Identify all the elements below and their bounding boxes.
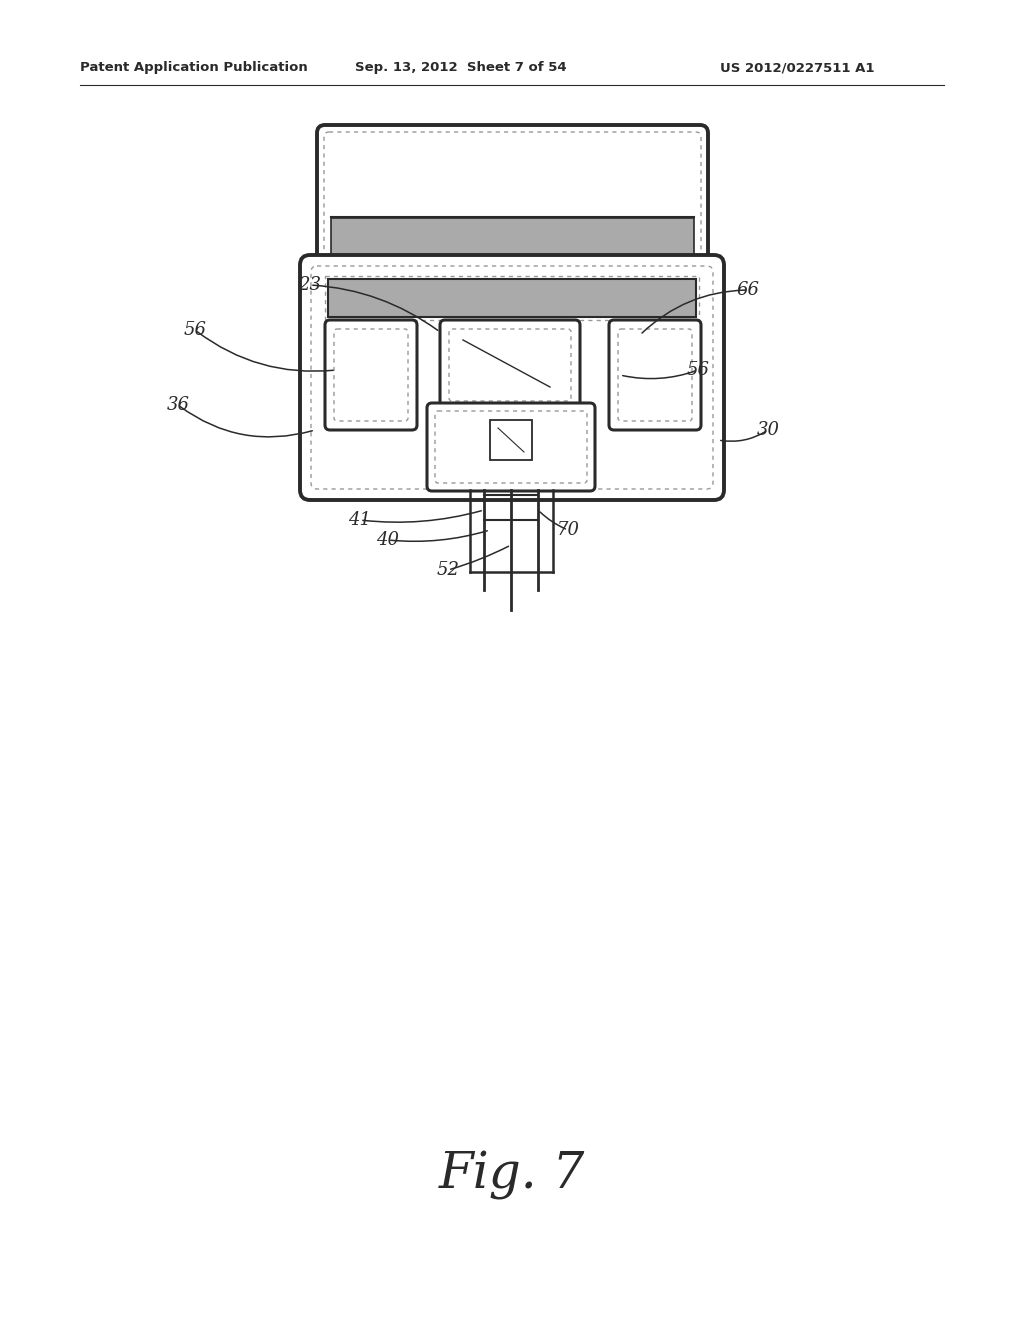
Text: 56: 56 — [686, 360, 710, 379]
Text: Fig. 7: Fig. 7 — [439, 1150, 585, 1200]
Bar — [325, 276, 699, 319]
FancyBboxPatch shape — [325, 319, 417, 430]
Text: 52: 52 — [436, 561, 460, 579]
Text: 23: 23 — [299, 276, 322, 294]
Text: 30: 30 — [757, 421, 779, 440]
Bar — [331, 218, 694, 261]
Text: 66: 66 — [736, 281, 760, 300]
Text: Patent Application Publication: Patent Application Publication — [80, 62, 308, 74]
Text: 41: 41 — [348, 511, 372, 529]
Text: US 2012/0227511 A1: US 2012/0227511 A1 — [720, 62, 874, 74]
FancyBboxPatch shape — [300, 255, 724, 500]
Text: 70: 70 — [556, 521, 580, 539]
Text: 56: 56 — [183, 321, 207, 339]
Bar — [490, 420, 532, 459]
Text: 36: 36 — [167, 396, 189, 414]
FancyBboxPatch shape — [427, 403, 595, 491]
Bar — [328, 279, 696, 317]
Text: 40: 40 — [377, 531, 399, 549]
FancyBboxPatch shape — [317, 125, 708, 276]
FancyBboxPatch shape — [440, 319, 580, 411]
Bar — [331, 218, 694, 261]
Text: Sep. 13, 2012  Sheet 7 of 54: Sep. 13, 2012 Sheet 7 of 54 — [355, 62, 566, 74]
FancyBboxPatch shape — [609, 319, 701, 430]
